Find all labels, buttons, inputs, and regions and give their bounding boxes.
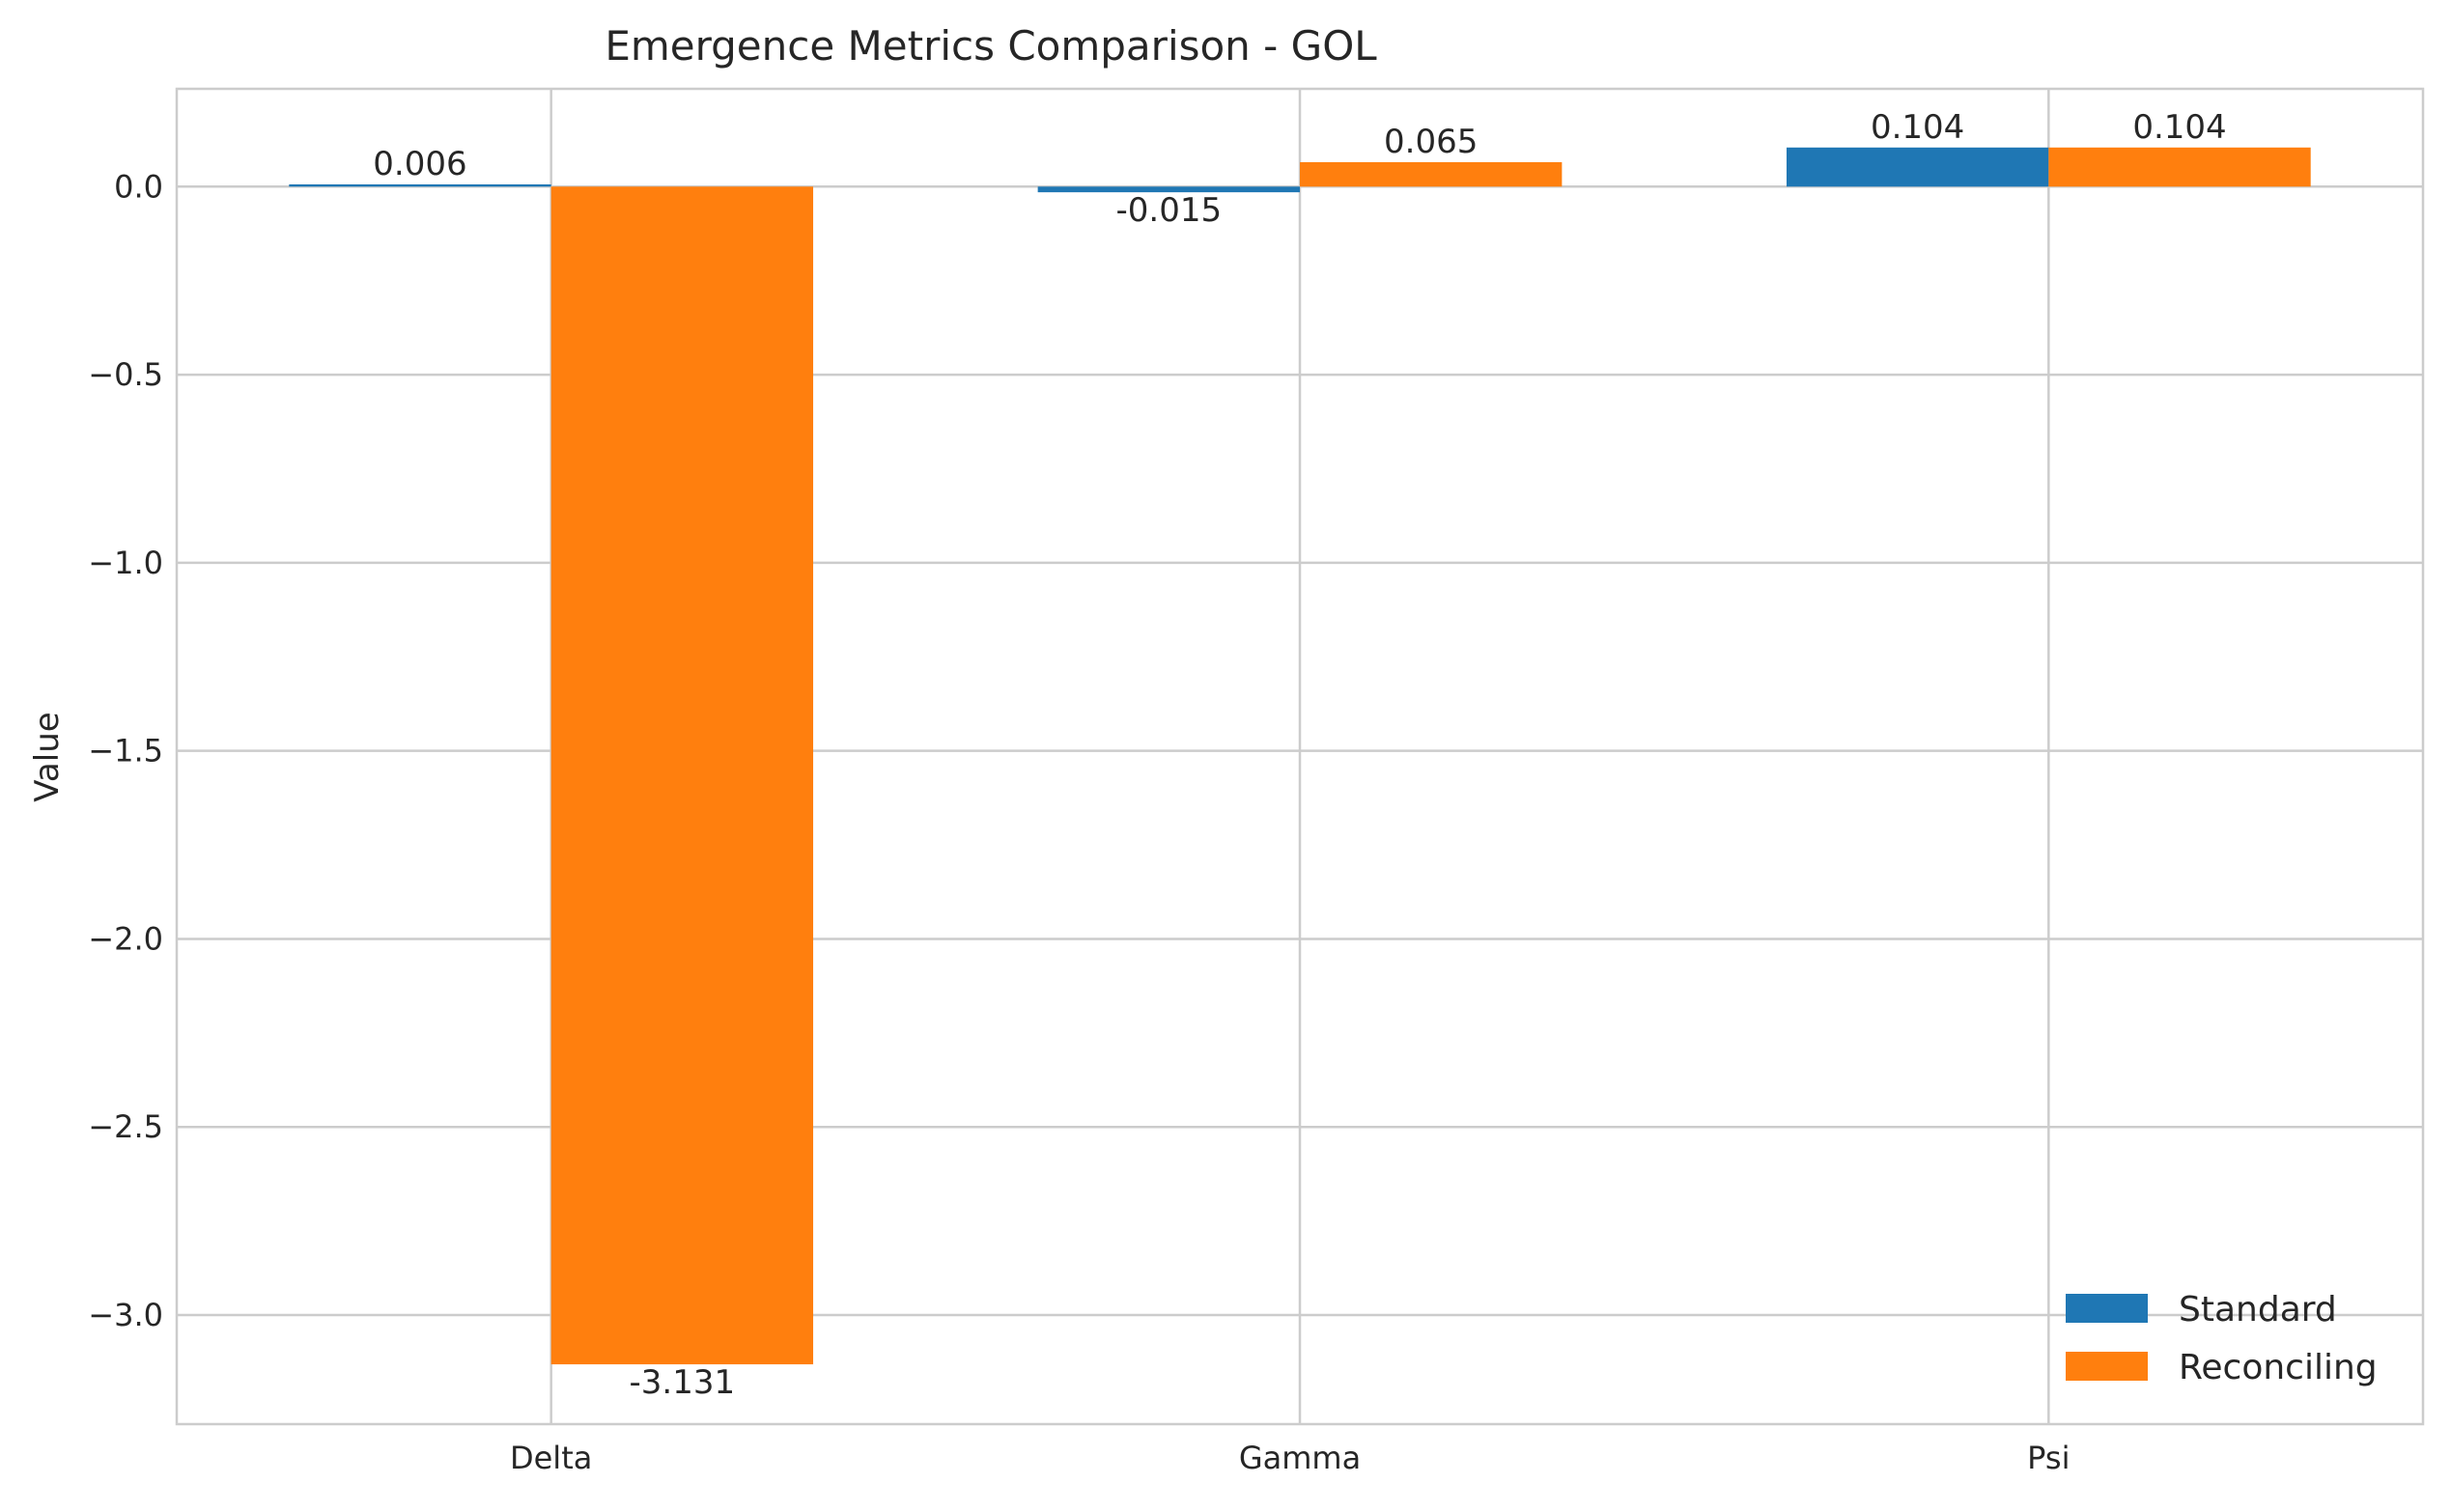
bar-reconciling-delta (550, 186, 814, 1365)
y-tick-label: −2.5 (88, 1108, 163, 1145)
y-tick-label: 0.0 (114, 168, 163, 205)
data-label: 0.065 (1384, 123, 1478, 161)
plot-area-frame (175, 87, 2425, 1426)
data-label-layer: 0.006 -0.015 0.104 -3.131 0.065 0.104 (373, 108, 2226, 1402)
y-tick-label: −1.0 (88, 545, 163, 581)
data-label: 0.104 (2132, 108, 2226, 147)
bar-reconciling-gamma (1300, 161, 1563, 187)
legend-label-standard: Standard (2179, 1290, 2337, 1330)
y-tick-label: −3.0 (88, 1297, 163, 1333)
chart-title: Emergence Metrics Comparison - GOL (605, 22, 1377, 70)
x-tick-labels: Delta Gamma Psi (510, 1440, 2071, 1476)
bar-standard-delta (289, 183, 551, 187)
legend-label-reconciling: Reconciling (2179, 1348, 2378, 1387)
x-tick-label: Delta (510, 1440, 592, 1476)
data-label: 0.006 (373, 145, 466, 183)
data-label: 0.104 (1871, 108, 1964, 147)
y-axis-label: Value (28, 712, 67, 801)
legend-swatch-standard (2066, 1294, 2148, 1323)
x-tick-label: Psi (2027, 1440, 2070, 1476)
y-tick-label: −1.5 (88, 733, 163, 770)
y-tick-label: −2.0 (88, 920, 163, 957)
bar-reconciling-psi (2048, 147, 2311, 187)
bar-layer (289, 147, 2311, 1365)
y-tick-label: −0.5 (88, 356, 163, 393)
data-label: -3.131 (630, 1363, 736, 1402)
legend: Standard Reconciling (2066, 1290, 2378, 1387)
legend-swatch-reconciling (2066, 1352, 2148, 1381)
y-tick-labels: 0.0 −0.5 −1.0 −1.5 −2.0 −2.5 −3.0 (88, 168, 163, 1333)
bar-standard-psi (1786, 147, 2049, 187)
x-tick-label: Gamma (1239, 1440, 1361, 1476)
bar-standard-gamma (1037, 186, 1300, 193)
data-label: -0.015 (1116, 191, 1223, 230)
